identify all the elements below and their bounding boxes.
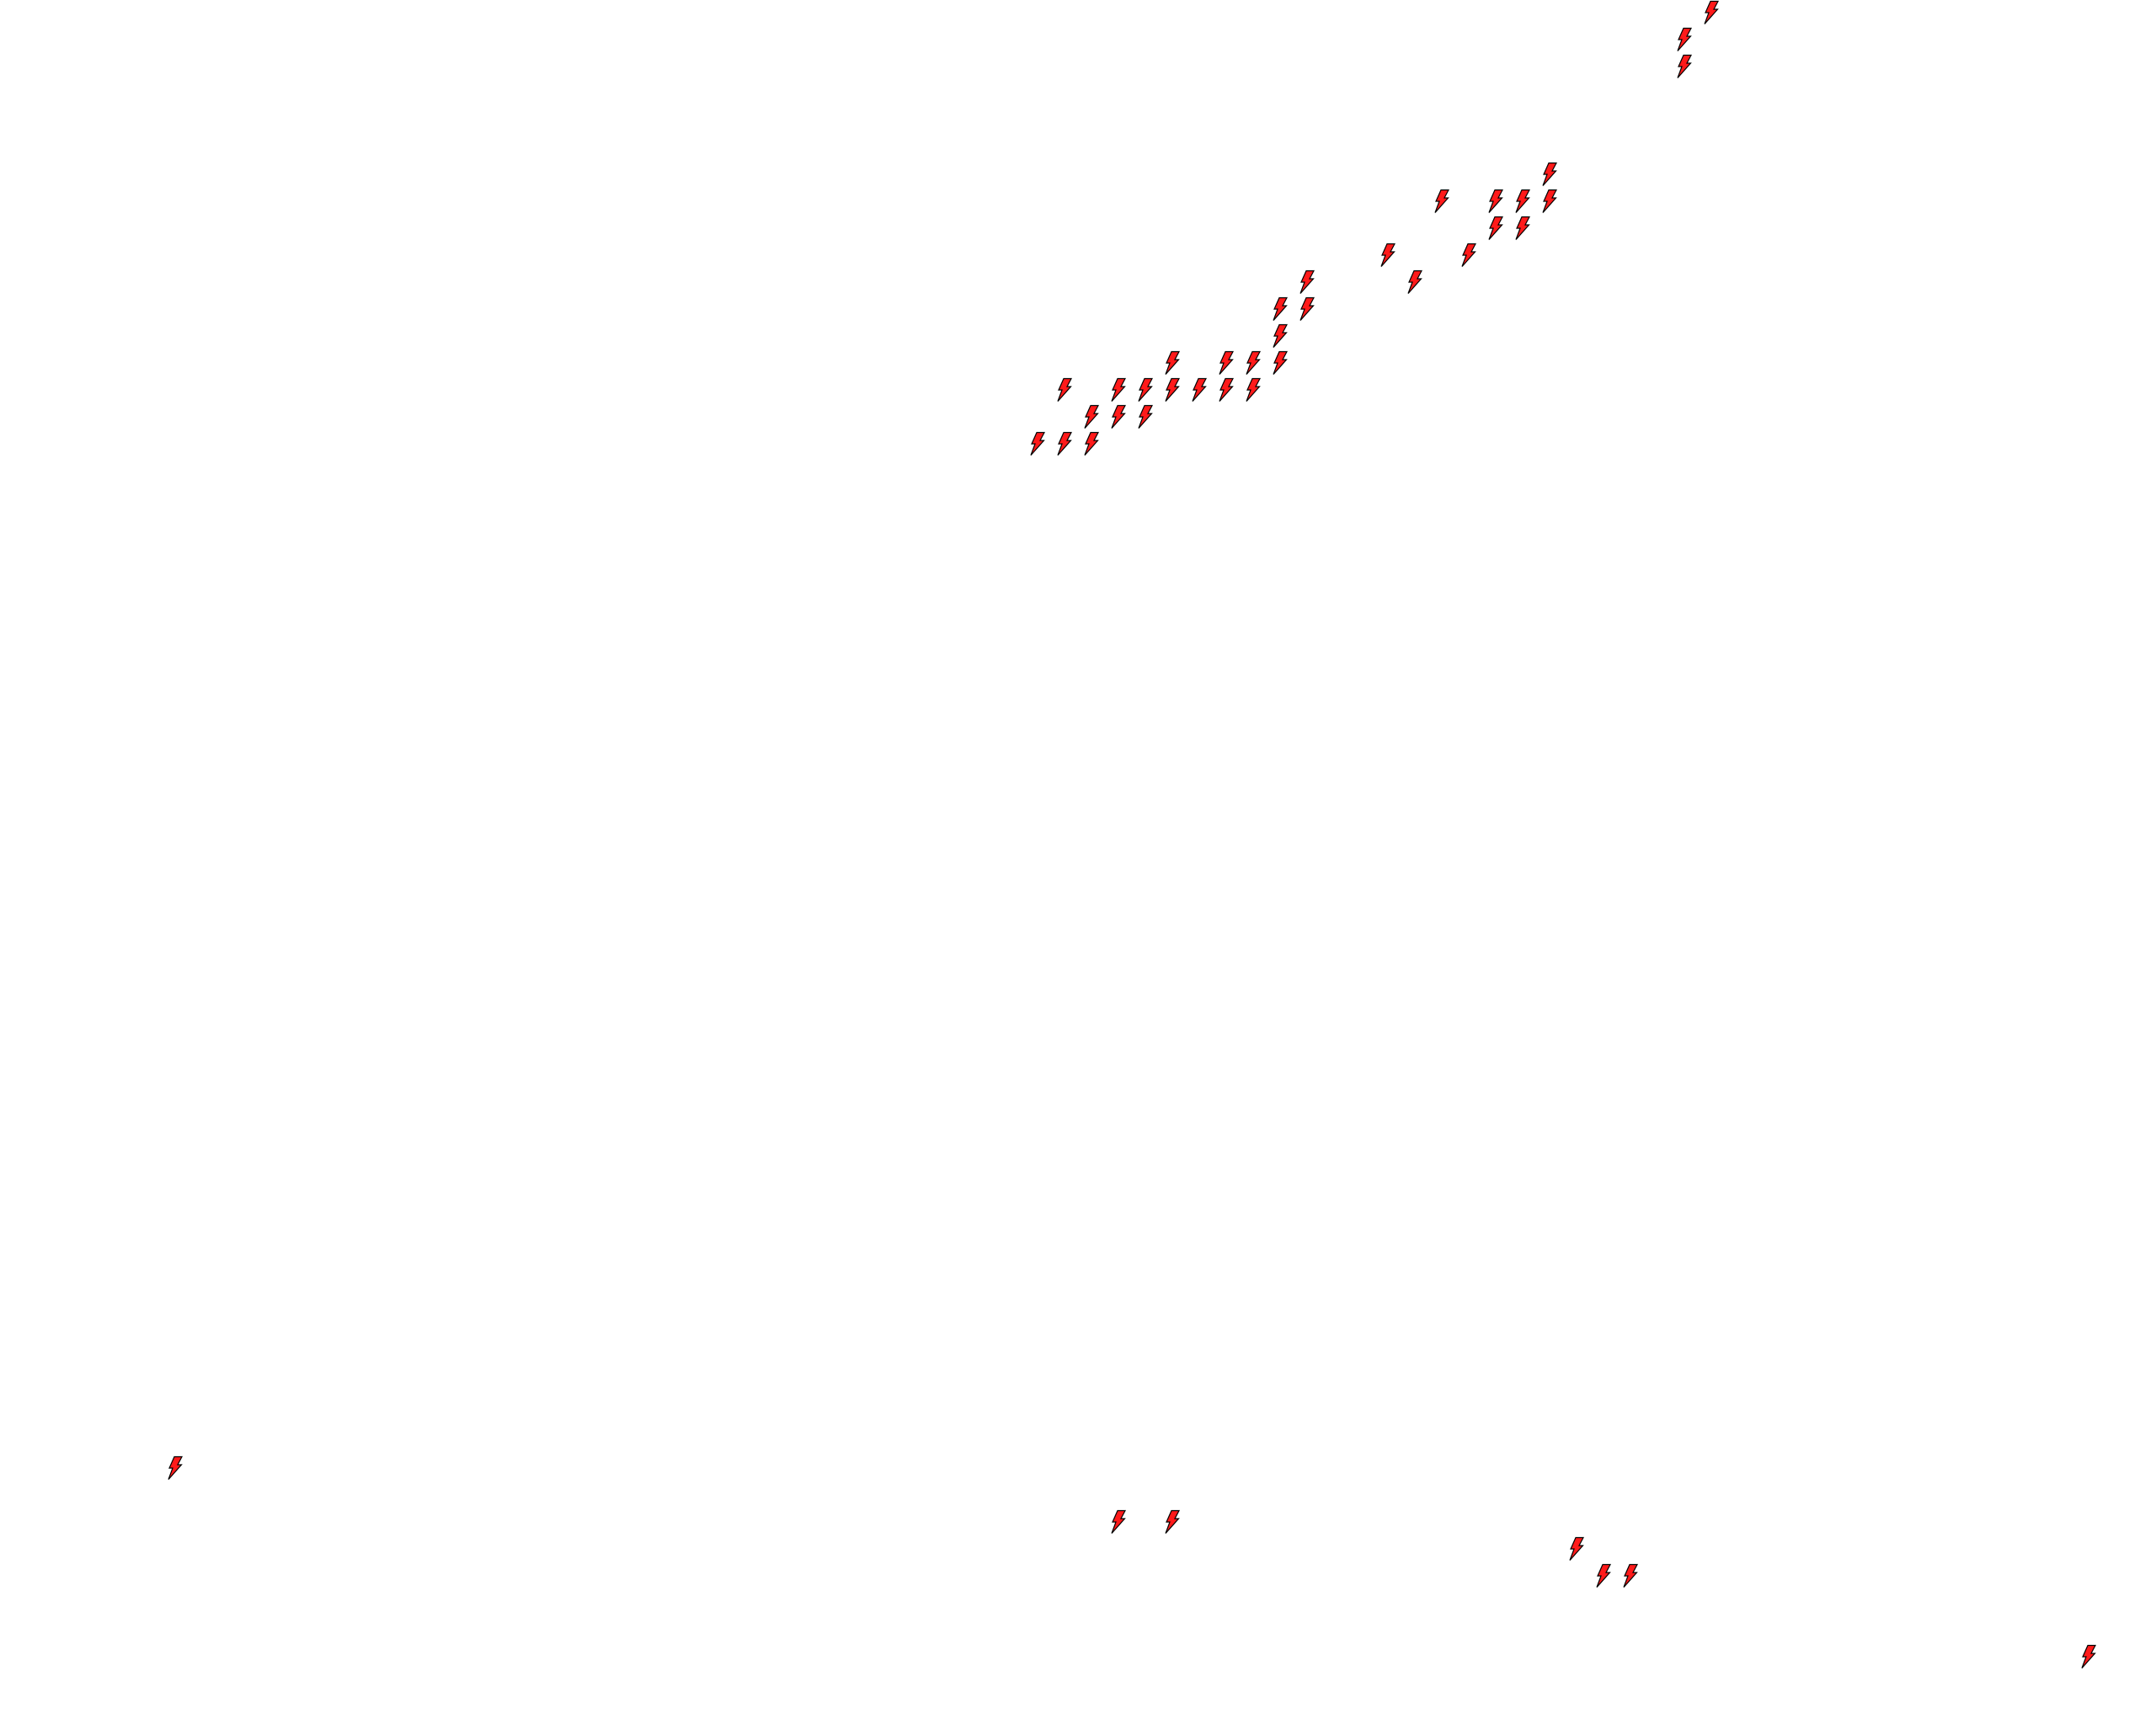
map-marker[interactable] [1273, 296, 1288, 321]
map-marker[interactable] [1299, 270, 1315, 294]
map-marker[interactable] [1273, 323, 1288, 348]
map-marker[interactable] [1138, 404, 1153, 429]
lightning-bolt-icon [1111, 1509, 1126, 1534]
map-marker[interactable] [1084, 404, 1099, 429]
lightning-bolt-icon [1219, 377, 1234, 402]
lightning-bolt-icon [1138, 377, 1153, 402]
map-marker[interactable] [1219, 377, 1234, 402]
map-marker[interactable] [1219, 350, 1234, 375]
map-marker[interactable] [1488, 216, 1503, 240]
map-marker[interactable] [1111, 1509, 1126, 1534]
map-marker[interactable] [1434, 189, 1449, 213]
lightning-bolt-icon [1138, 404, 1153, 429]
lightning-bolt-icon [1407, 270, 1422, 294]
lightning-bolt-icon [1057, 377, 1072, 402]
map-marker[interactable] [1057, 431, 1072, 456]
lightning-bolt-icon [1084, 431, 1099, 456]
lightning-bolt-icon [1380, 243, 1396, 267]
lightning-bolt-icon [1704, 0, 1719, 24]
lightning-bolt-icon [1165, 1509, 1180, 1534]
lightning-bolt-icon [1623, 1563, 1638, 1588]
lightning-bolt-icon [2081, 1644, 2096, 1669]
map-marker[interactable] [1192, 377, 1207, 402]
lightning-bolt-icon [1246, 377, 1261, 402]
map-marker[interactable] [1704, 0, 1719, 24]
lightning-bolt-icon [1677, 27, 1692, 51]
lightning-bolt-icon [1273, 350, 1288, 375]
map-marker[interactable] [1111, 377, 1126, 402]
map-marker[interactable] [1461, 243, 1476, 267]
lightning-bolt-icon [1192, 377, 1207, 402]
map-marker[interactable] [1084, 431, 1099, 456]
lightning-bolt-icon [1488, 216, 1503, 240]
lightning-bolt-icon [1488, 189, 1503, 213]
lightning-bolt-icon [1111, 404, 1126, 429]
map-marker[interactable] [1165, 1509, 1180, 1534]
map-marker[interactable] [1488, 189, 1503, 213]
lightning-bolt-icon [1515, 216, 1530, 240]
lightning-bolt-icon [1677, 54, 1692, 78]
map-marker[interactable] [1246, 350, 1261, 375]
lightning-bolt-icon [1542, 189, 1557, 213]
map-marker[interactable] [1542, 162, 1557, 186]
map-marker[interactable] [1542, 189, 1557, 213]
map-marker[interactable] [1380, 243, 1396, 267]
lightning-bolt-icon [1434, 189, 1449, 213]
lightning-bolt-icon [1057, 431, 1072, 456]
map-marker[interactable] [1677, 54, 1692, 78]
map-marker[interactable] [1165, 350, 1180, 375]
map-marker[interactable] [1057, 377, 1072, 402]
lightning-bolt-icon [1515, 189, 1530, 213]
map-marker[interactable] [1407, 270, 1422, 294]
map-marker[interactable] [1165, 377, 1180, 402]
map-marker[interactable] [1623, 1563, 1638, 1588]
lightning-bolt-icon [1165, 350, 1180, 375]
lightning-bolt-icon [1569, 1536, 1584, 1561]
lightning-bolt-icon [1542, 162, 1557, 186]
map-marker[interactable] [1273, 350, 1288, 375]
map-marker[interactable] [1111, 404, 1126, 429]
lightning-bolt-icon [1596, 1563, 1611, 1588]
lightning-bolt-icon [1461, 243, 1476, 267]
lightning-bolt-icon [1299, 296, 1315, 321]
map-marker[interactable] [1515, 189, 1530, 213]
map-marker[interactable] [1299, 296, 1315, 321]
map-marker[interactable] [1515, 216, 1530, 240]
lightning-bolt-icon [1219, 350, 1234, 375]
lightning-bolt-icon [1299, 270, 1315, 294]
map-marker[interactable] [1138, 377, 1153, 402]
lightning-bolt-icon [1165, 377, 1180, 402]
lightning-bolt-icon [1030, 431, 1045, 456]
lightning-bolt-icon [1246, 350, 1261, 375]
lightning-bolt-icon [1273, 296, 1288, 321]
lightning-bolt-icon [1084, 404, 1099, 429]
lightning-bolt-icon [1111, 377, 1126, 402]
map-marker[interactable] [1677, 27, 1692, 51]
map-marker[interactable] [1596, 1563, 1611, 1588]
map-marker[interactable] [168, 1455, 183, 1480]
lightning-bolt-icon [1273, 323, 1288, 348]
map-marker[interactable] [1246, 377, 1261, 402]
lightning-bolt-icon [168, 1455, 183, 1480]
map-marker[interactable] [1030, 431, 1045, 456]
map-marker[interactable] [2081, 1644, 2096, 1669]
map-marker[interactable] [1569, 1536, 1584, 1561]
